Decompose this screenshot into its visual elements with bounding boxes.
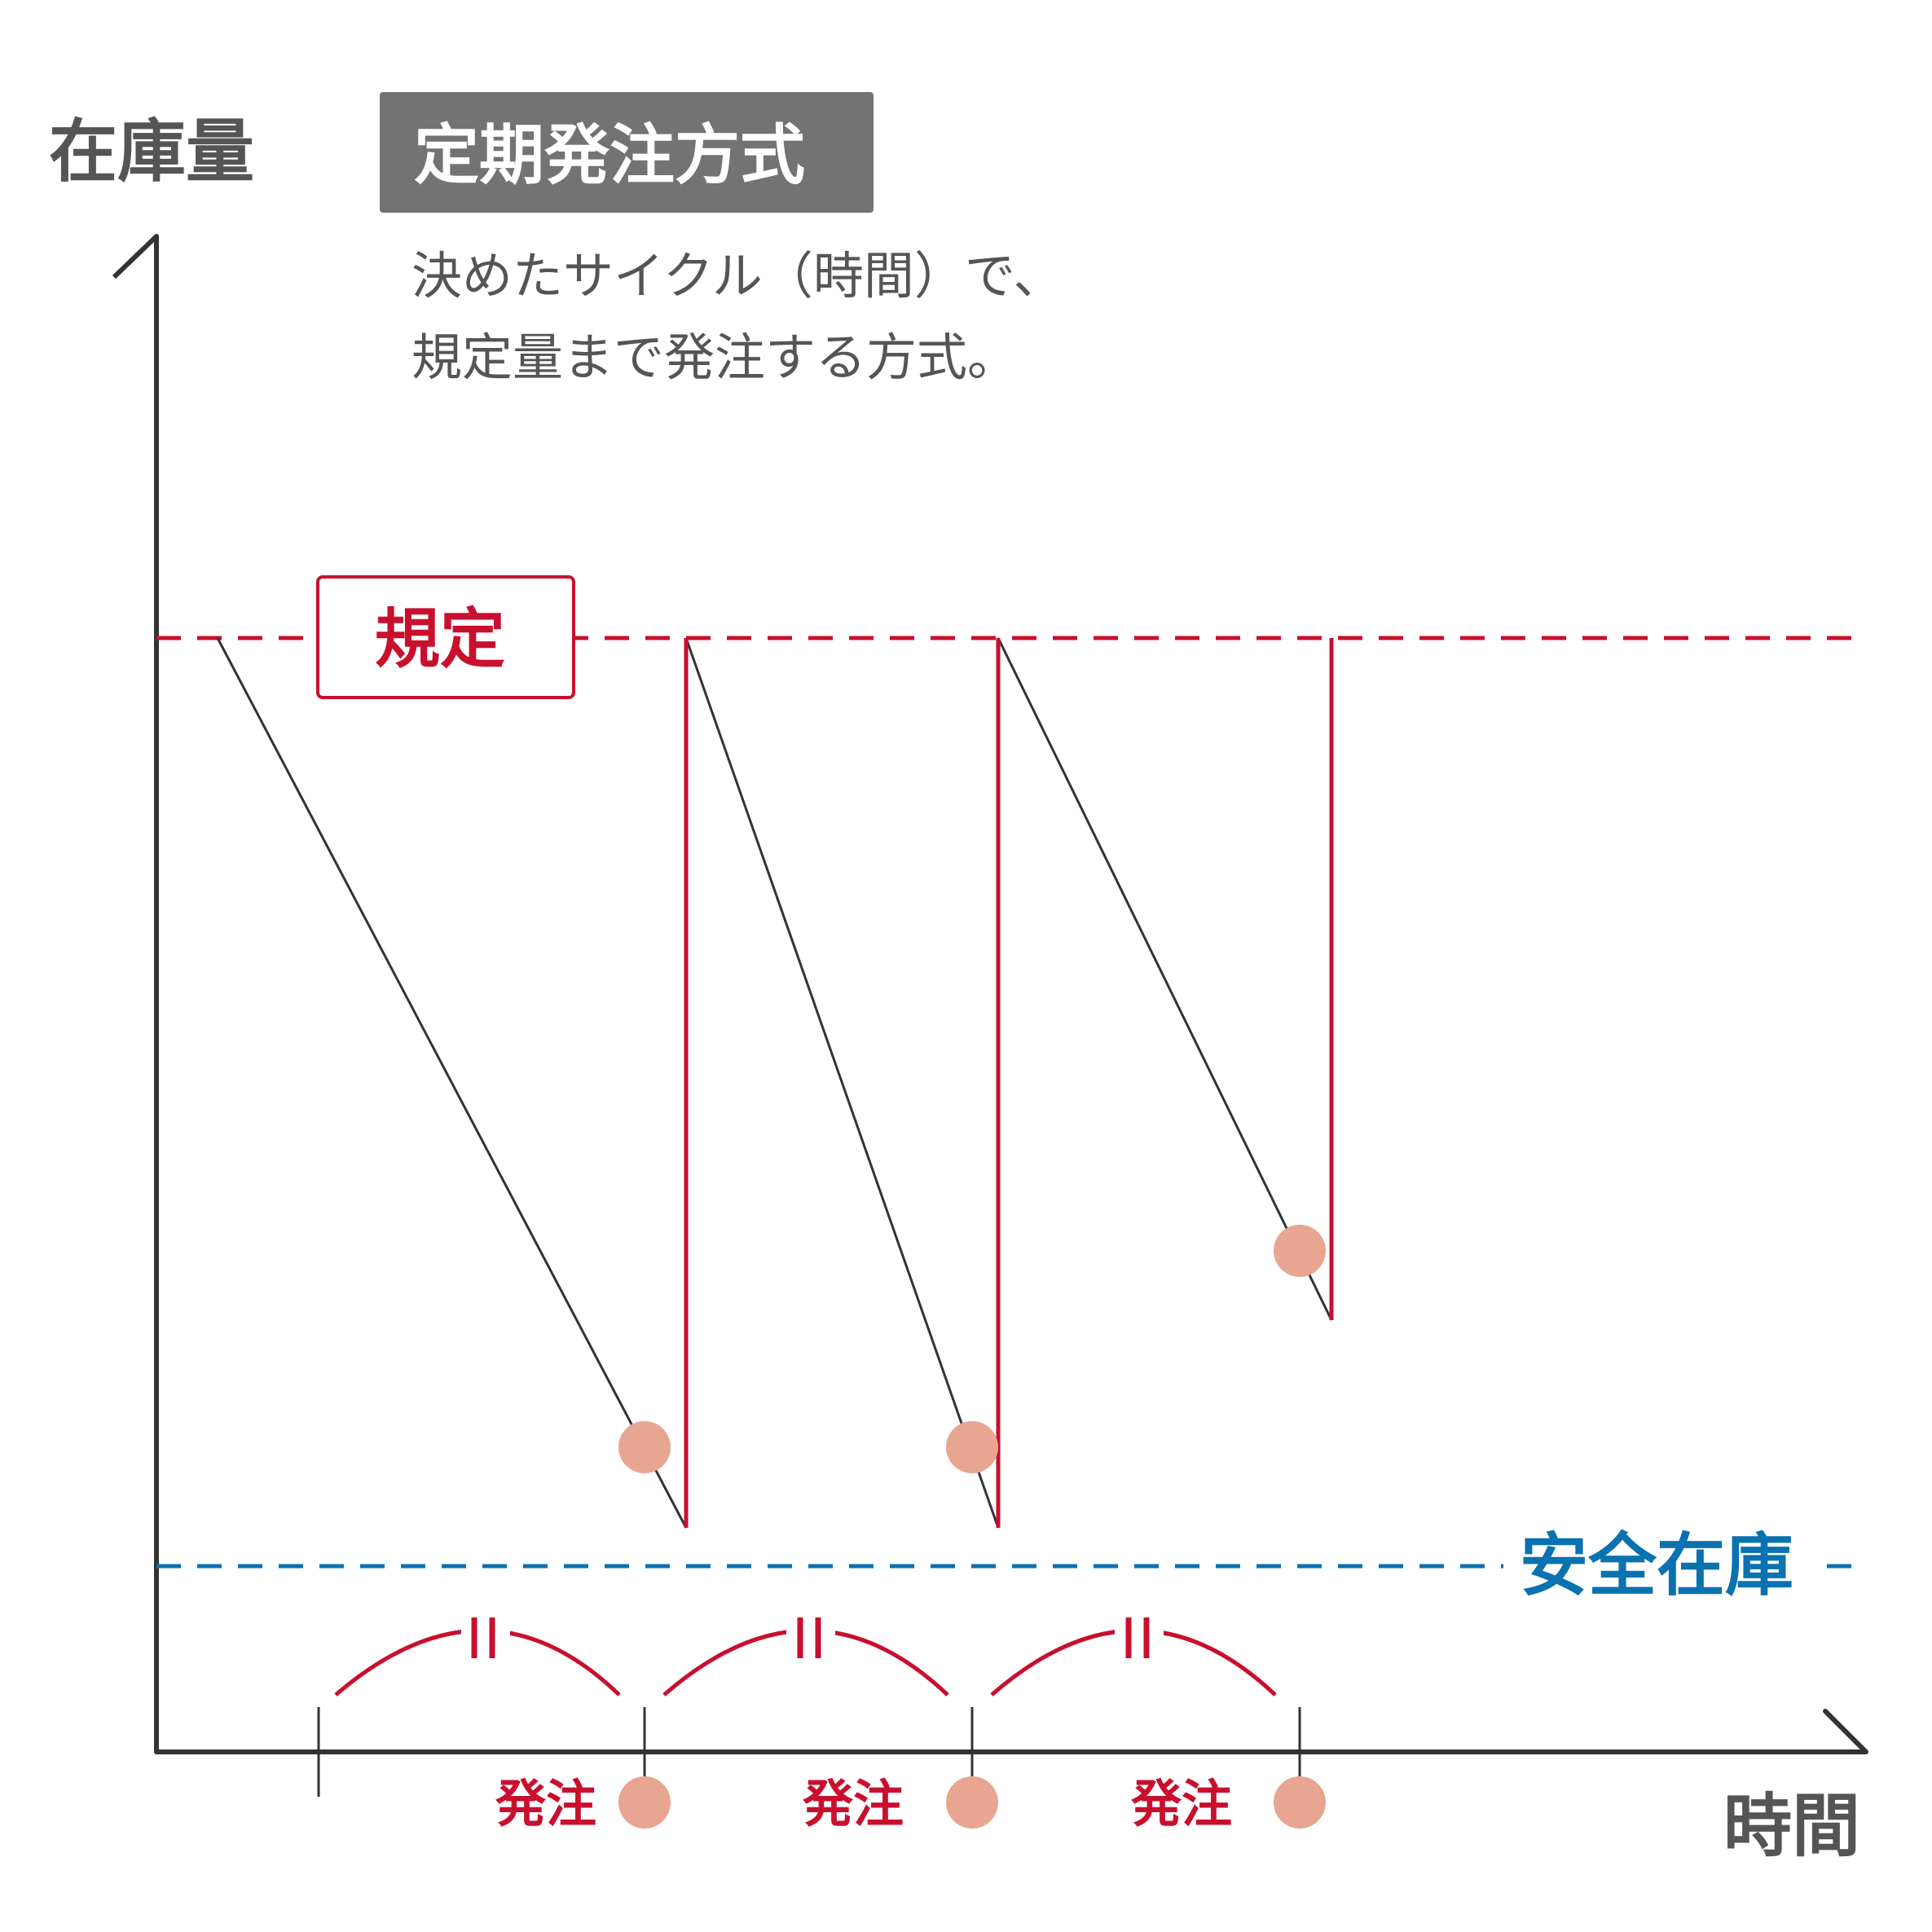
axes xyxy=(112,234,1868,1754)
description-line-2: 規定量まで発注する方式。 xyxy=(411,328,1018,387)
title-box xyxy=(380,92,874,213)
max-level-label: 規定 xyxy=(375,601,505,677)
replenishment xyxy=(684,638,1334,1528)
consumption-line-2 xyxy=(684,637,1000,1529)
y-axis xyxy=(112,234,1866,1754)
interval-mark-bg-1 xyxy=(461,1613,510,1662)
interval-marks xyxy=(471,1617,1150,1658)
order-label-3: 発注 xyxy=(1131,1774,1232,1833)
safety-stock-label-bg xyxy=(1503,1516,1821,1613)
order-point-2 xyxy=(946,1421,998,1473)
order-dot-1 xyxy=(618,1776,671,1829)
interval-mark-bg-2 xyxy=(786,1613,835,1662)
interval-mark-bg-3 xyxy=(1115,1613,1164,1662)
description-line-1: 決めたサイクル（時間）で、 xyxy=(411,246,1063,306)
inventory-consumption xyxy=(216,637,1333,1529)
order-dot-2 xyxy=(946,1776,998,1829)
order-label-1: 発注 xyxy=(495,1774,596,1833)
x-axis-arrow xyxy=(1823,1709,1868,1754)
safety-stock-label: 安全在庫 xyxy=(1520,1525,1793,1605)
order-points xyxy=(618,1225,1326,1473)
order-point-3 xyxy=(1274,1225,1326,1277)
title: 定期発注方式 xyxy=(414,117,805,193)
order-dot-3 xyxy=(1274,1776,1326,1829)
consumption-line-1 xyxy=(216,637,688,1529)
order-label-2: 発注 xyxy=(803,1774,904,1833)
order-point-1 xyxy=(618,1421,671,1473)
y-axis-label: 在庫量 xyxy=(49,112,254,191)
max-level-badge xyxy=(316,575,575,699)
consumption-line-3 xyxy=(997,637,1333,1321)
x-axis-label: 時間 xyxy=(1723,1786,1860,1866)
